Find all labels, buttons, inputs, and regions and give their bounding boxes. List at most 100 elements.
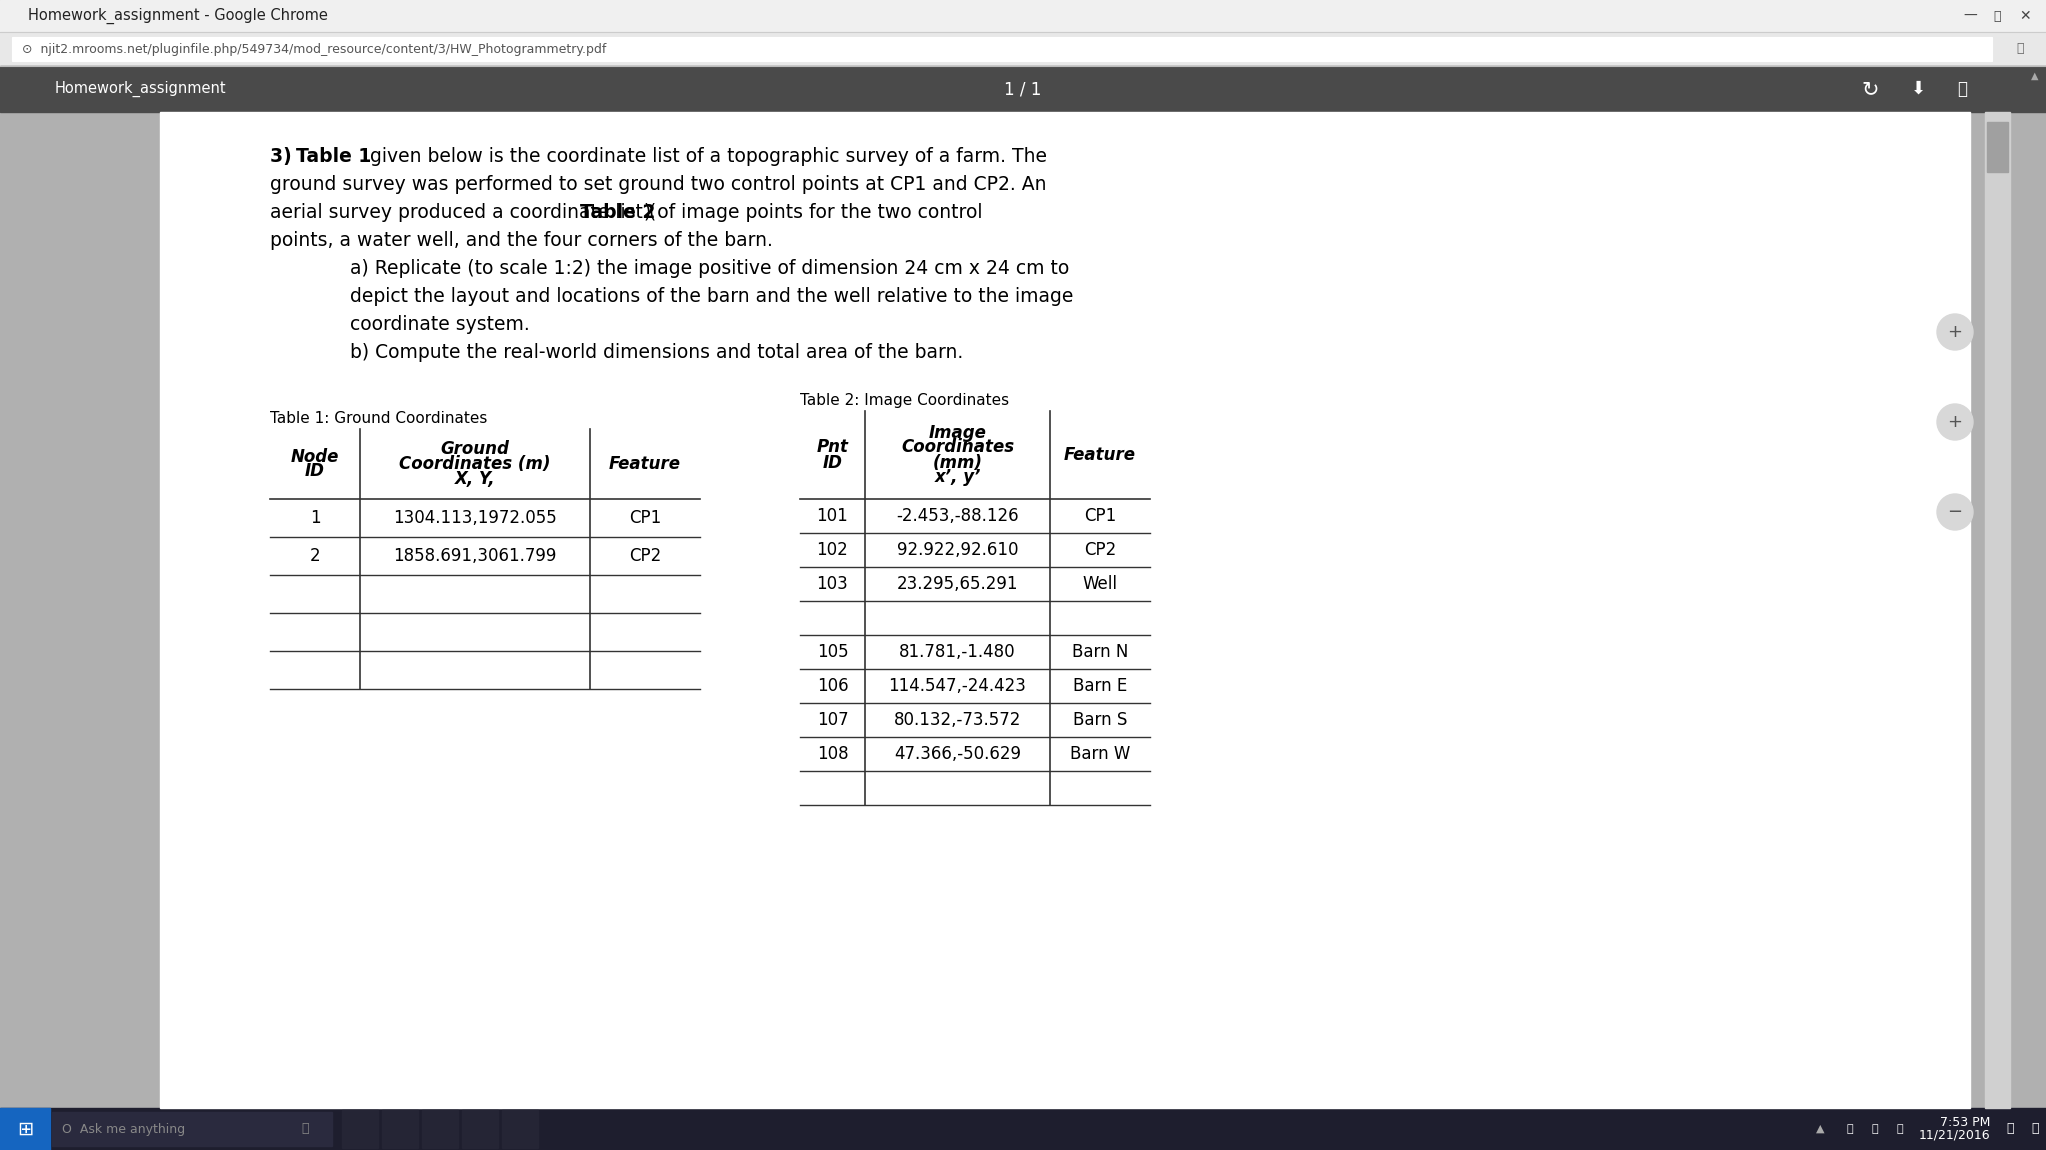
Bar — [0, 1107, 49, 1150]
Text: Image: Image — [929, 423, 986, 442]
Circle shape — [1938, 404, 1972, 440]
Text: ground survey was performed to set ground two control points at CP1 and CP2. An: ground survey was performed to set groun… — [270, 175, 1046, 194]
Text: −: − — [1948, 503, 1962, 521]
Text: ) of image points for the two control: ) of image points for the two control — [644, 204, 982, 222]
Text: 🖨: 🖨 — [1958, 81, 1966, 98]
Text: Table 2: Image Coordinates: Table 2: Image Coordinates — [800, 393, 1009, 408]
Text: 92.922,92.610: 92.922,92.610 — [896, 540, 1019, 559]
Text: ⊞: ⊞ — [16, 1119, 33, 1138]
Text: 🔍: 🔍 — [2015, 43, 2023, 55]
Text: 3): 3) — [270, 147, 299, 166]
Bar — [270, 429, 700, 689]
Text: 81.781,-1.480: 81.781,-1.480 — [898, 643, 1015, 661]
Text: Well: Well — [1082, 575, 1117, 593]
Text: 🎤: 🎤 — [301, 1122, 309, 1135]
Bar — [0, 66, 2046, 112]
Text: —: — — [1962, 9, 1976, 23]
Text: ID: ID — [822, 453, 843, 472]
Text: CP2: CP2 — [628, 547, 661, 565]
Bar — [800, 411, 1150, 805]
Text: Feature: Feature — [1064, 446, 1136, 463]
Text: 114.547,-24.423: 114.547,-24.423 — [888, 677, 1027, 695]
Text: Ground: Ground — [440, 440, 509, 458]
Text: 2: 2 — [309, 547, 321, 565]
Text: Pnt: Pnt — [816, 438, 849, 457]
Text: depict the layout and locations of the barn and the well relative to the image: depict the layout and locations of the b… — [350, 288, 1074, 306]
Text: Table 1: Ground Coordinates: Table 1: Ground Coordinates — [270, 411, 487, 425]
Text: ⊙  njit2.mrooms.net/pluginfile.php/549734/mod_resource/content/3/HW_Photogrammet: ⊙ njit2.mrooms.net/pluginfile.php/549734… — [23, 43, 606, 55]
Text: x’, y’: x’, y’ — [935, 468, 980, 486]
Text: Table 1: Table 1 — [297, 147, 370, 166]
Text: CP2: CP2 — [1084, 540, 1117, 559]
Text: 101: 101 — [816, 507, 849, 526]
Bar — [0, 112, 2046, 1107]
Bar — [462, 1110, 497, 1148]
Text: points, a water well, and the four corners of the barn.: points, a water well, and the four corne… — [270, 231, 773, 250]
Text: -2.453,-88.126: -2.453,-88.126 — [896, 507, 1019, 526]
Bar — [0, 0, 2046, 32]
Circle shape — [1938, 494, 1972, 530]
Text: Node: Node — [291, 447, 340, 466]
Bar — [383, 1110, 417, 1148]
Text: Homework_assignment - Google Chrome: Homework_assignment - Google Chrome — [29, 8, 327, 24]
Bar — [1985, 112, 2009, 1107]
Text: given below is the coordinate list of a topographic survey of a farm. The: given below is the coordinate list of a … — [364, 147, 1048, 166]
Text: 23.295,65.291: 23.295,65.291 — [896, 575, 1019, 593]
Text: CP1: CP1 — [1084, 507, 1117, 526]
Text: O  Ask me anything: O Ask me anything — [61, 1122, 184, 1135]
Text: 108: 108 — [816, 745, 849, 762]
Text: ↻: ↻ — [1862, 79, 1878, 99]
Bar — [1987, 122, 2007, 172]
Bar — [12, 37, 1993, 61]
Bar — [0, 32, 2046, 66]
Text: 1304.113,1972.055: 1304.113,1972.055 — [393, 509, 557, 527]
Text: 102: 102 — [816, 540, 849, 559]
Text: Table 2: Table 2 — [579, 204, 655, 222]
Bar — [501, 1110, 538, 1148]
Text: +: + — [1948, 323, 1962, 342]
Text: Barn S: Barn S — [1072, 711, 1127, 729]
Bar — [0, 1107, 2046, 1150]
Text: ID: ID — [305, 462, 325, 481]
Text: 📶: 📶 — [1848, 1124, 1854, 1134]
Text: Feature: Feature — [610, 455, 681, 473]
Text: 80.132,-73.572: 80.132,-73.572 — [894, 711, 1021, 729]
Bar — [342, 1110, 379, 1148]
Text: ▲: ▲ — [1815, 1124, 1825, 1134]
Text: 🔋: 🔋 — [1897, 1124, 1903, 1134]
Text: Barn E: Barn E — [1072, 677, 1127, 695]
Text: 📋: 📋 — [2032, 1122, 2038, 1135]
Text: 11/21/2016: 11/21/2016 — [1919, 1128, 1991, 1142]
Text: Barn N: Barn N — [1072, 643, 1127, 661]
Text: a) Replicate (to scale 1:2) the image positive of dimension 24 cm x 24 cm to: a) Replicate (to scale 1:2) the image po… — [350, 259, 1070, 278]
Text: Coordinates: Coordinates — [900, 438, 1015, 457]
Text: ⬜: ⬜ — [1993, 9, 2001, 23]
Bar — [421, 1110, 458, 1148]
Text: ✕: ✕ — [2019, 9, 2032, 23]
Bar — [51, 1112, 331, 1147]
Text: Coordinates (m): Coordinates (m) — [399, 455, 550, 473]
Text: 106: 106 — [816, 677, 849, 695]
Text: 🔊: 🔊 — [1872, 1124, 1878, 1134]
Text: ▲: ▲ — [2032, 71, 2038, 80]
Text: 47.366,-50.629: 47.366,-50.629 — [894, 745, 1021, 762]
Text: 💬: 💬 — [2007, 1122, 2013, 1135]
Circle shape — [1938, 314, 1972, 350]
Text: CP1: CP1 — [628, 509, 661, 527]
Text: 105: 105 — [816, 643, 849, 661]
Text: aerial survey produced a coordinate list (: aerial survey produced a coordinate list… — [270, 204, 657, 222]
Text: b) Compute the real-world dimensions and total area of the barn.: b) Compute the real-world dimensions and… — [350, 343, 964, 362]
Text: 1 / 1: 1 / 1 — [1005, 81, 1041, 98]
Text: 107: 107 — [816, 711, 849, 729]
Text: Homework_assignment: Homework_assignment — [55, 81, 227, 97]
Text: 1: 1 — [309, 509, 321, 527]
Text: Barn W: Barn W — [1070, 745, 1129, 762]
Text: 103: 103 — [816, 575, 849, 593]
Text: coordinate system.: coordinate system. — [350, 315, 530, 334]
Text: X, Y,: X, Y, — [454, 470, 495, 488]
Text: (mm): (mm) — [933, 453, 982, 472]
Text: +: + — [1948, 413, 1962, 431]
Bar — [160, 112, 1970, 1107]
Text: 7:53 PM: 7:53 PM — [1940, 1117, 1991, 1129]
Text: 1858.691,3061.799: 1858.691,3061.799 — [393, 547, 557, 565]
